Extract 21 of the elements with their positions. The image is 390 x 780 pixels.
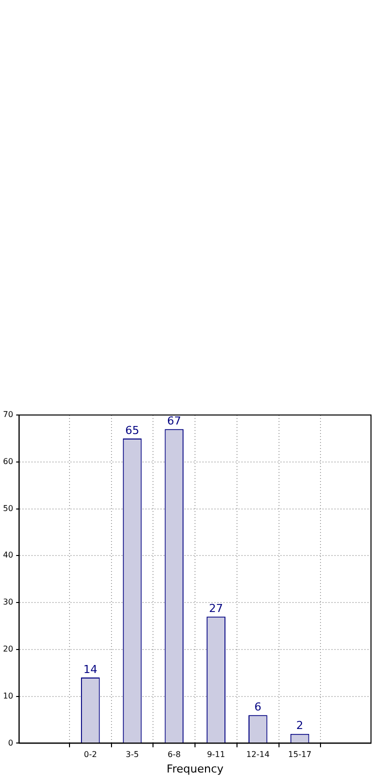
data-label: 67 xyxy=(167,414,182,428)
y-tick-label: 20 xyxy=(2,644,14,654)
y-tick-label: 0 xyxy=(8,738,14,748)
data-label: 14 xyxy=(83,662,98,676)
y-tick-label: 40 xyxy=(2,550,14,560)
x-tick-label: 6-8 xyxy=(168,750,181,760)
x-tick-label: 0-2 xyxy=(84,750,97,760)
data-label: 6 xyxy=(254,700,262,714)
x-tick-label: 9-11 xyxy=(206,750,226,760)
data-label: 27 xyxy=(209,602,224,615)
y-tick-label: 70 xyxy=(2,410,14,420)
y-tick-label: 50 xyxy=(2,504,14,513)
x-tick-label: 15-17 xyxy=(288,750,312,760)
data-label: 65 xyxy=(125,424,140,437)
y-tick-label: 10 xyxy=(2,691,14,700)
data-label: 2 xyxy=(296,719,304,732)
x-tick-label: 12-14 xyxy=(246,750,270,760)
y-tick-label: 60 xyxy=(2,456,14,466)
x-axis-title: Frequency xyxy=(166,762,224,776)
x-tick-label: 3-5 xyxy=(126,750,139,760)
y-tick-label: 30 xyxy=(2,598,14,607)
